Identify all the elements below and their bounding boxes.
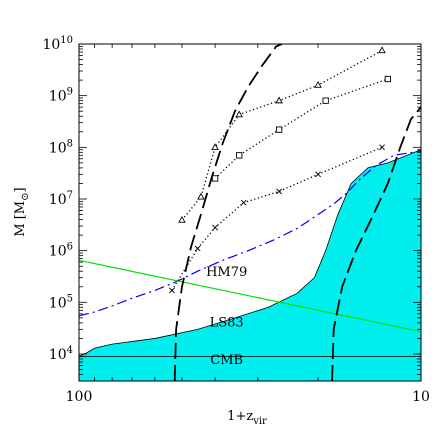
curve-1-line	[79, 259, 421, 333]
cross-marker-3	[240, 199, 247, 206]
square-marker-4	[384, 75, 392, 83]
y-tick-label-exponent: 7	[67, 190, 73, 201]
x-tick-label: 100	[66, 389, 93, 405]
region-ls83-boundary	[79, 149, 421, 357]
y-tick-label: 106	[49, 242, 73, 260]
triangle-marker-0	[178, 215, 186, 223]
square-marker-3	[322, 97, 329, 104]
triangle-marker-5	[314, 80, 322, 88]
y-tick-label-exponent: 5	[67, 293, 73, 304]
label-hm79: HM79	[206, 265, 247, 280]
y-tick-label-base: 10	[49, 244, 67, 260]
cross-marker-5	[315, 171, 321, 178]
square-marker-1	[236, 152, 243, 159]
label-ls83: LS83	[210, 315, 244, 330]
curve-5-line	[214, 78, 389, 179]
y-tick-label-base: 10	[49, 347, 67, 363]
cross-marker-0	[168, 287, 175, 294]
y-tick-label-exponent: 8	[67, 138, 73, 149]
y-tick-label-exponent: 6	[67, 242, 73, 253]
cross-marker-1	[194, 245, 201, 252]
triangle-marker-6	[378, 46, 386, 54]
cross-marker-2	[212, 224, 219, 231]
plot-frame	[78, 43, 422, 382]
y-tick-label-base: 10	[49, 295, 67, 311]
curve-2-line	[173, 44, 283, 381]
triangle-marker-3	[235, 110, 243, 118]
y-tick-label-base: 10	[49, 192, 67, 208]
y-tick-label: 108	[49, 138, 73, 156]
plot-border	[78, 43, 422, 382]
cross-marker-6	[379, 144, 385, 151]
y-tick-label-base: 10	[49, 140, 67, 156]
y-tick-label-exponent: 9	[67, 87, 73, 98]
hm79-line	[79, 150, 421, 317]
y-tick-label: 107	[49, 190, 73, 208]
y-tick-label: 105	[49, 293, 73, 311]
square-marker-0	[211, 175, 219, 182]
curve-3-line	[331, 106, 421, 381]
triangle-marker-1	[197, 192, 205, 200]
x-tick-label: 10	[412, 389, 430, 405]
triangle-marker-2	[211, 143, 219, 150]
series-markers	[168, 46, 392, 294]
cross-marker-4	[276, 188, 282, 195]
y-tick-label-exponent: 10	[60, 35, 73, 46]
tick-marks	[78, 43, 422, 382]
square-marker-2	[275, 126, 283, 133]
region-labels: CMB LS83 HM79	[206, 265, 247, 368]
y-tick-label: 1010	[42, 35, 73, 53]
y-tick-label-base: 10	[42, 37, 60, 53]
region-ls83-fill	[79, 149, 421, 381]
y-tick-label-exponent: 4	[67, 345, 73, 356]
y-tick-label: 104	[49, 345, 73, 363]
label-cmb: CMB	[210, 353, 243, 368]
y-axis-title: M[M⊙]	[13, 187, 31, 236]
y-tick-label-base: 10	[49, 89, 67, 105]
triangle-marker-4	[275, 96, 283, 104]
region-fills	[79, 149, 421, 381]
x-axis-title: 1+zvir	[227, 409, 267, 427]
y-tick-label: 109	[49, 87, 73, 105]
